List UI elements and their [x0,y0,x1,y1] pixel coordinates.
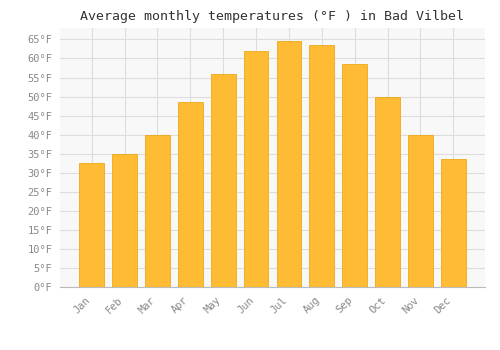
Bar [145,135,170,287]
Bar [376,97,400,287]
Bar [342,64,367,287]
Bar [178,102,203,287]
Bar [112,154,137,287]
Bar [408,135,433,287]
Bar [211,74,236,287]
Title: Average monthly temperatures (°F ) in Bad Vilbel: Average monthly temperatures (°F ) in Ba… [80,10,464,23]
Bar [441,159,466,287]
Bar [276,41,301,287]
Bar [310,45,334,287]
Bar [80,163,104,287]
Bar [244,51,268,287]
